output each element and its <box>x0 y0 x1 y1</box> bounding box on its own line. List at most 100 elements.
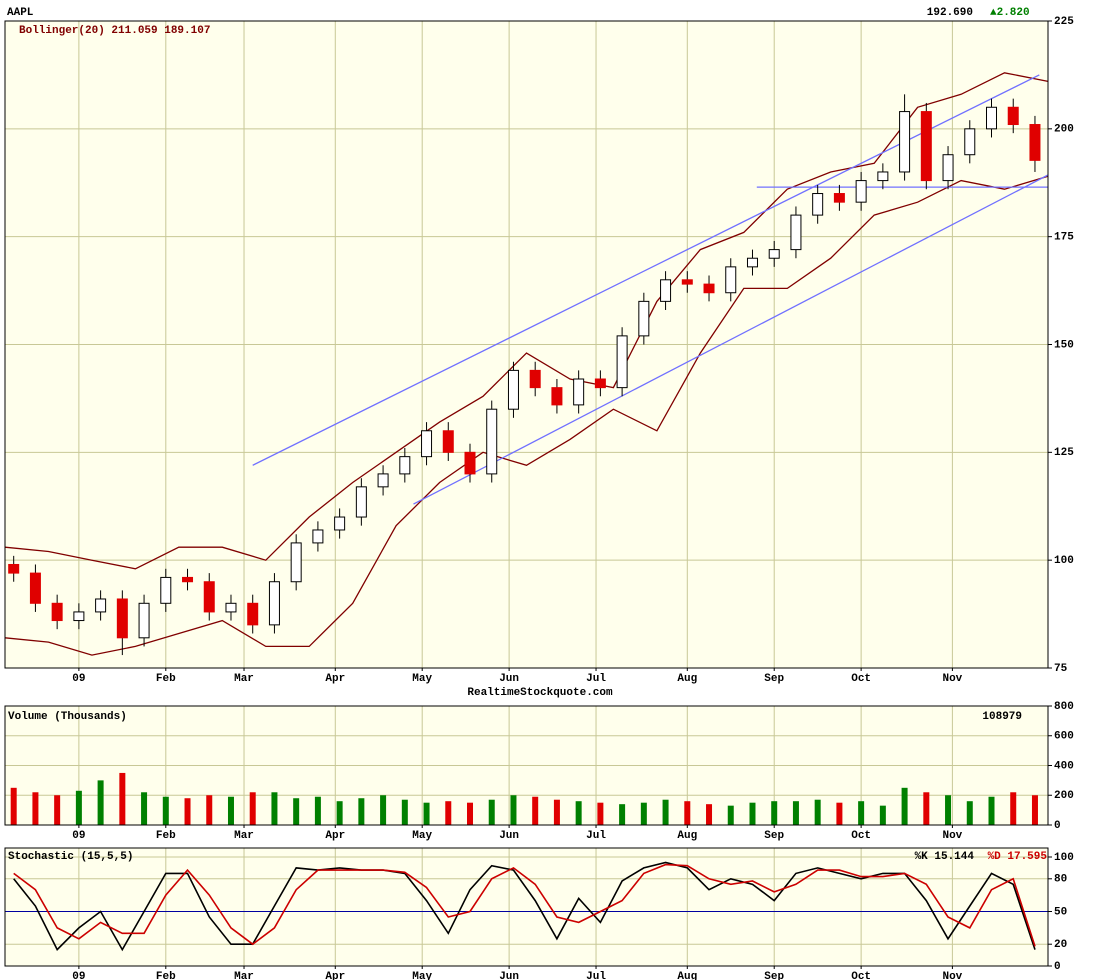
volume-bar <box>358 798 365 825</box>
volume-bar <box>467 802 474 825</box>
candle-body <box>464 451 476 475</box>
candle-body <box>594 378 606 389</box>
volume-annotation: 108979 <box>982 711 1022 723</box>
candle-body <box>768 249 780 259</box>
candle-body <box>616 335 628 389</box>
y-tick-label: 400 <box>1054 760 1074 772</box>
x-tick-label: Nov <box>942 830 962 842</box>
volume-bar <box>836 802 843 825</box>
volume-bar <box>662 799 669 825</box>
candle-body <box>203 581 215 613</box>
x-tick-label: Nov <box>942 971 962 980</box>
volume-bar <box>945 795 952 825</box>
volume-bar <box>619 804 626 825</box>
candle-body <box>660 279 672 302</box>
y-tick-label: 175 <box>1054 232 1074 244</box>
x-tick-label: Feb <box>156 673 176 685</box>
y-tick-label: 0 <box>1054 961 1061 973</box>
candle-body <box>442 430 454 453</box>
volume-bar <box>684 801 691 825</box>
y-tick-label: 200 <box>1054 124 1074 136</box>
volume-bar <box>597 802 604 825</box>
candle-body <box>790 214 802 251</box>
x-tick-label: Oct <box>851 830 871 842</box>
volume-bar <box>293 798 300 825</box>
x-tick-label: Feb <box>156 971 176 980</box>
volume-bar <box>706 804 713 825</box>
x-tick-label: Mar <box>234 971 254 980</box>
candle-body <box>638 300 650 337</box>
x-tick-label: May <box>412 971 432 980</box>
x-tick-label: Apr <box>325 830 345 842</box>
y-tick-label: 125 <box>1054 447 1074 459</box>
volume-bar <box>401 799 408 825</box>
volume-bar <box>162 796 169 825</box>
candle-body <box>73 611 85 622</box>
x-tick-label: Oct <box>851 673 871 685</box>
candle-body <box>833 193 845 203</box>
candle-body <box>1007 106 1019 126</box>
y-tick-label: 150 <box>1054 339 1074 351</box>
source: RealtimeStockquote.com <box>467 687 613 699</box>
volume-bar <box>640 802 647 825</box>
candle-body <box>268 581 280 626</box>
volume-bar <box>380 795 387 825</box>
volume-bar <box>1031 795 1038 825</box>
volume-bar <box>532 796 539 825</box>
volume-bar <box>32 792 39 825</box>
x-tick-label: May <box>412 830 432 842</box>
candle-body <box>160 576 172 604</box>
volume-bar <box>1010 792 1017 825</box>
candle-body <box>116 598 128 639</box>
volume-bar <box>206 795 213 825</box>
volume-bar <box>314 796 321 825</box>
volume-bar <box>227 796 234 825</box>
x-tick-label: Nov <box>942 673 962 685</box>
x-tick-label: Apr <box>325 673 345 685</box>
candle-body <box>507 369 519 410</box>
x-tick-label: Aug <box>677 830 697 842</box>
volume-bar <box>10 787 17 825</box>
volume-bar <box>901 787 908 825</box>
volume-bar <box>858 801 865 825</box>
candle-body <box>986 106 998 130</box>
volume-bar <box>271 792 278 825</box>
volume-bar <box>988 796 995 825</box>
candle-body <box>247 602 259 626</box>
candle-body <box>942 154 954 182</box>
x-tick-label: Mar <box>234 830 254 842</box>
x-tick-label: Jul <box>586 971 606 980</box>
candle-body <box>725 266 737 294</box>
x-tick-label: Apr <box>325 971 345 980</box>
volume-bar <box>814 799 821 825</box>
candle-body <box>377 473 389 488</box>
plot-frame <box>4 847 1049 967</box>
x-tick-label: May <box>412 673 432 685</box>
candle-body <box>8 563 20 574</box>
x-tick-label: 09 <box>72 830 85 842</box>
volume-bar <box>792 801 799 825</box>
volume-bar <box>423 802 430 825</box>
indicator-legend: Bollinger(20) 211.059 189.107 <box>19 25 210 37</box>
candle-body <box>334 516 346 531</box>
candle-body <box>855 180 867 203</box>
panel-title: Volume (Thousands) <box>8 711 127 723</box>
candle-body <box>95 598 107 613</box>
candle-body <box>29 572 41 604</box>
x-tick-label: 09 <box>72 971 85 980</box>
candle-body <box>51 602 63 622</box>
candle-body <box>746 257 758 268</box>
candle-body <box>812 193 824 216</box>
x-tick-label: Aug <box>677 673 697 685</box>
trend-line <box>413 174 1049 505</box>
candle-body <box>529 369 541 389</box>
x-tick-label: Jul <box>586 830 606 842</box>
candle-body <box>877 171 889 182</box>
y-tick-label: 200 <box>1054 790 1074 802</box>
candle-body <box>290 542 302 583</box>
candle-body <box>486 408 498 475</box>
plot-background <box>5 848 1048 966</box>
x-tick-label: Sep <box>764 830 784 842</box>
y-tick-label: 600 <box>1054 731 1074 743</box>
